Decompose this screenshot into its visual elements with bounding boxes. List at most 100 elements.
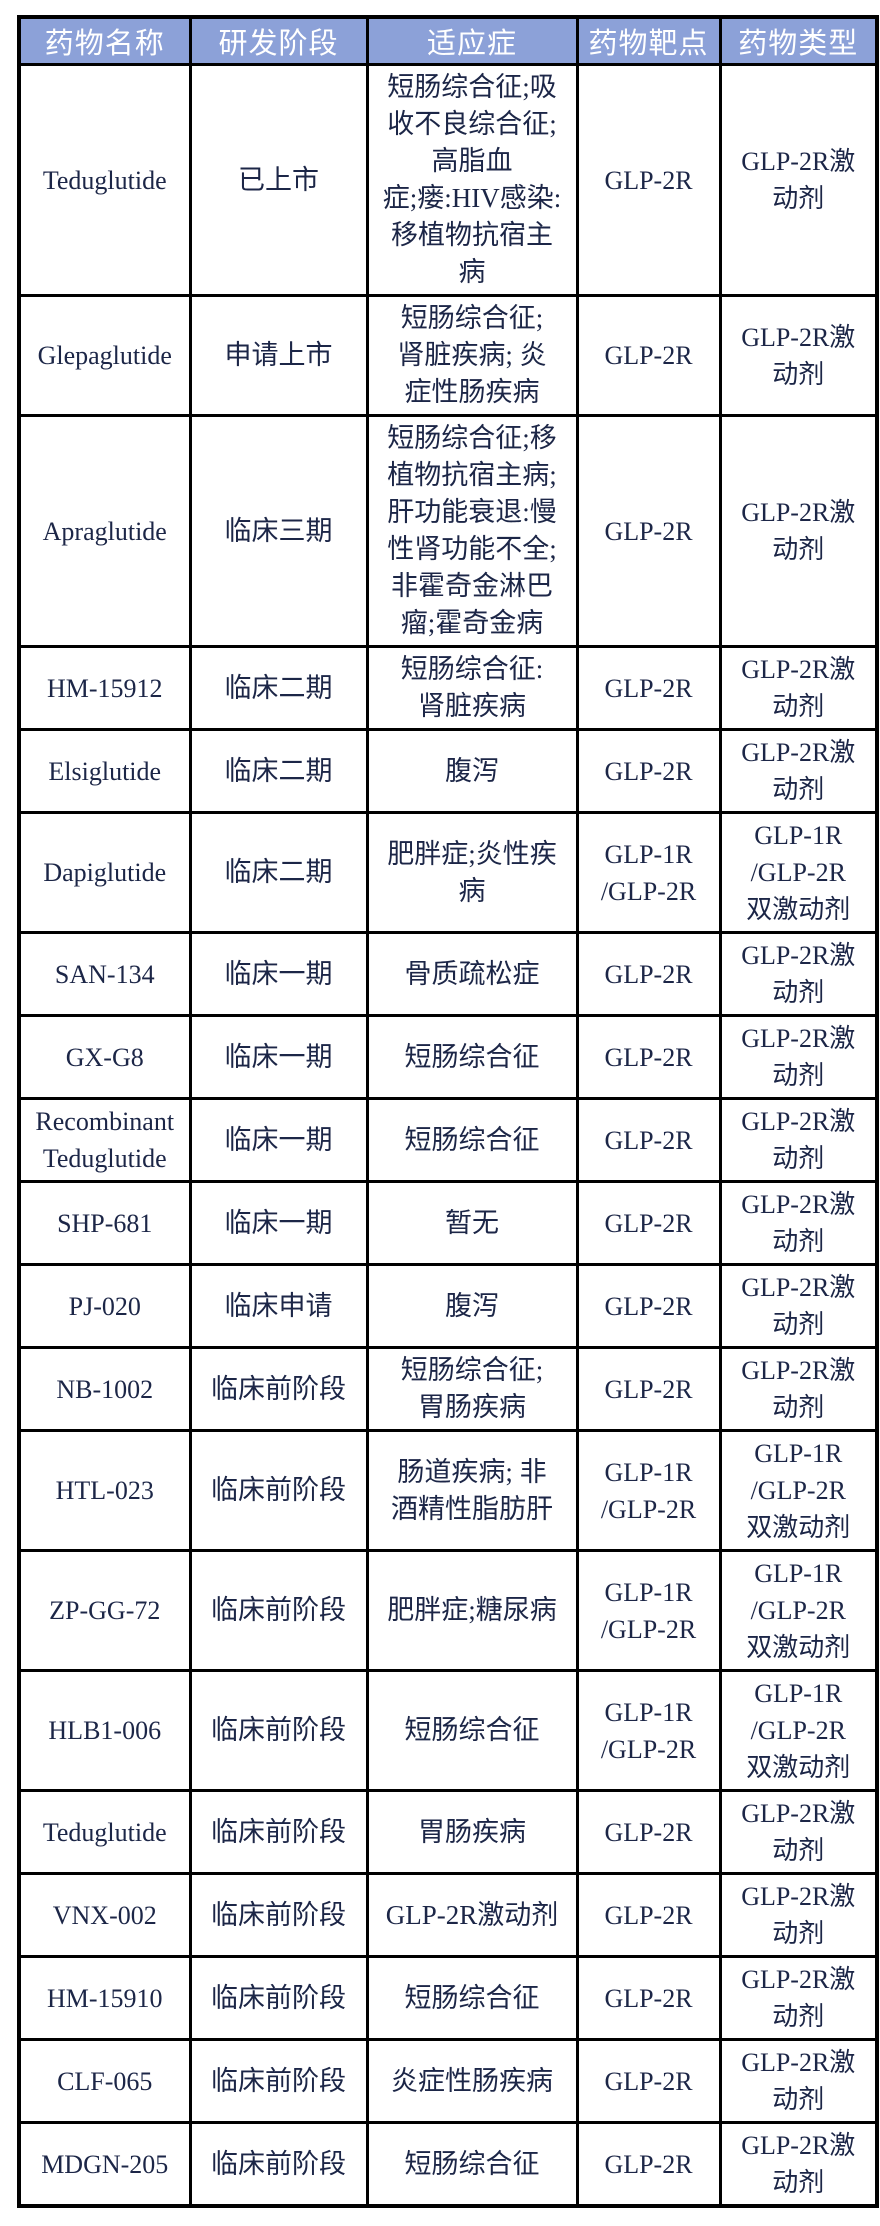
target-cell: GLP-2R xyxy=(575,294,722,417)
stage-cell: 申请上市 xyxy=(188,294,369,417)
target-cell: GLP-2R xyxy=(575,1955,722,2041)
stage-cell: 临床前阶段 xyxy=(188,2121,369,2208)
target-cell: GLP-2R xyxy=(575,1263,722,1349)
drug-name-cell: HM-15910 xyxy=(17,1955,192,2041)
drug-name-cell: ZP-GG-72 xyxy=(17,1549,192,1672)
target-cell: GLP-2R xyxy=(575,645,722,731)
indications-cell: 短肠综合征 xyxy=(365,1669,579,1792)
type-cell: GLP-2R激 动剂 xyxy=(718,63,879,297)
indications-cell: 短肠综合征;吸 收不良综合征; 高脂血 症;瘘:HIV感染: 移植物抗宿主 病 xyxy=(365,63,579,297)
drug-name-cell: HM-15912 xyxy=(17,645,192,731)
type-cell: GLP-2R激 动剂 xyxy=(718,1180,879,1266)
column-header-stage: 研发阶段 xyxy=(188,15,369,66)
type-cell: GLP-2R激 动剂 xyxy=(718,2121,879,2208)
drug-pipeline-table: 药物名称 研发阶段 适应症 药物靶点 药物类型 Teduglutide 已上市 短肠综合… xyxy=(17,15,879,2208)
table-row: HTL-023 临床前阶段 肠道疾病; 非 酒精性脂肪肝 GLP-1R /GLP… xyxy=(17,1429,879,1552)
indications-cell: 短肠综合征 xyxy=(365,1097,579,1183)
table-row: HM-15912 临床二期 短肠综合征: 肾脏疾病 GLP-2R GLP-2R激… xyxy=(17,645,879,731)
indications-cell: 短肠综合征 xyxy=(365,2121,579,2208)
target-cell: GLP-2R xyxy=(575,2121,722,2208)
indications-cell: 炎症性肠疾病 xyxy=(365,2038,579,2124)
indications-cell: 腹泻 xyxy=(365,728,579,814)
stage-cell: 临床二期 xyxy=(188,811,369,934)
target-cell: GLP-1R /GLP-2R xyxy=(575,1429,722,1552)
indications-cell: 骨质疏松症 xyxy=(365,931,579,1017)
indications-cell: 暂无 xyxy=(365,1180,579,1266)
stage-cell: 临床三期 xyxy=(188,414,369,648)
indications-cell: 肥胖症;糖尿病 xyxy=(365,1549,579,1672)
stage-cell: 临床二期 xyxy=(188,728,369,814)
target-cell: GLP-2R xyxy=(575,1346,722,1432)
table-row: NB-1002 临床前阶段 短肠综合征; 胃肠疾病 GLP-2R GLP-2R激… xyxy=(17,1346,879,1432)
drug-name-cell: Dapiglutide xyxy=(17,811,192,934)
type-cell: GLP-2R激 动剂 xyxy=(718,1346,879,1432)
stage-cell: 临床前阶段 xyxy=(188,1549,369,1672)
column-header-indications: 适应症 xyxy=(365,15,579,66)
drug-name-cell: SAN-134 xyxy=(17,931,192,1017)
drug-name-cell: SHP-681 xyxy=(17,1180,192,1266)
indications-cell: 短肠综合征; 胃肠疾病 xyxy=(365,1346,579,1432)
stage-cell: 临床申请 xyxy=(188,1263,369,1349)
drug-name-cell: Teduglutide xyxy=(17,63,192,297)
table-row: CLF-065 临床前阶段 炎症性肠疾病 GLP-2R GLP-2R激 动剂 xyxy=(17,2038,879,2124)
indications-cell: GLP-2R激动剂 xyxy=(365,1872,579,1958)
stage-cell: 临床前阶段 xyxy=(188,1346,369,1432)
table-row: HM-15910 临床前阶段 短肠综合征 GLP-2R GLP-2R激 动剂 xyxy=(17,1955,879,2041)
target-cell: GLP-2R xyxy=(575,728,722,814)
target-cell: GLP-1R /GLP-2R xyxy=(575,1549,722,1672)
indications-cell: 肠道疾病; 非 酒精性脂肪肝 xyxy=(365,1429,579,1552)
type-cell: GLP-2R激 动剂 xyxy=(718,2038,879,2124)
table-row: Teduglutide 临床前阶段 胃肠疾病 GLP-2R GLP-2R激 动剂 xyxy=(17,1789,879,1875)
table-header-row: 药物名称 研发阶段 适应症 药物靶点 药物类型 xyxy=(17,15,879,66)
target-cell: GLP-2R xyxy=(575,1872,722,1958)
type-cell: GLP-2R激 动剂 xyxy=(718,1263,879,1349)
type-cell: GLP-1R /GLP-2R 双激动剂 xyxy=(718,1549,879,1672)
type-cell: GLP-1R /GLP-2R 双激动剂 xyxy=(718,1669,879,1792)
drug-name-cell: HTL-023 xyxy=(17,1429,192,1552)
stage-cell: 临床前阶段 xyxy=(188,1669,369,1792)
stage-cell: 临床前阶段 xyxy=(188,1429,369,1552)
stage-cell: 临床一期 xyxy=(188,1180,369,1266)
target-cell: GLP-2R xyxy=(575,1789,722,1875)
table-row: PJ-020 临床申请 腹泻 GLP-2R GLP-2R激 动剂 xyxy=(17,1263,879,1349)
drug-name-cell: MDGN-205 xyxy=(17,2121,192,2208)
type-cell: GLP-1R /GLP-2R 双激动剂 xyxy=(718,1429,879,1552)
indications-cell: 短肠综合征 xyxy=(365,1955,579,2041)
table-row: SHP-681 临床一期 暂无 GLP-2R GLP-2R激 动剂 xyxy=(17,1180,879,1266)
target-cell: GLP-1R /GLP-2R xyxy=(575,1669,722,1792)
target-cell: GLP-1R /GLP-2R xyxy=(575,811,722,934)
indications-cell: 短肠综合征;移 植物抗宿主病; 肝功能衰退:慢 性肾功能不全; 非霍奇金淋巴 瘤… xyxy=(365,414,579,648)
table-row: Apraglutide 临床三期 短肠综合征;移 植物抗宿主病; 肝功能衰退:慢… xyxy=(17,414,879,648)
stage-cell: 临床前阶段 xyxy=(188,1872,369,1958)
table-row: GX-G8 临床一期 短肠综合征 GLP-2R GLP-2R激 动剂 xyxy=(17,1014,879,1100)
type-cell: GLP-2R激 动剂 xyxy=(718,414,879,648)
drug-name-cell: VNX-002 xyxy=(17,1872,192,1958)
drug-name-cell: Elsiglutide xyxy=(17,728,192,814)
target-cell: GLP-2R xyxy=(575,1097,722,1183)
indications-cell: 胃肠疾病 xyxy=(365,1789,579,1875)
type-cell: GLP-2R激 动剂 xyxy=(718,1955,879,2041)
drug-name-cell: CLF-065 xyxy=(17,2038,192,2124)
table-row: ZP-GG-72 临床前阶段 肥胖症;糖尿病 GLP-1R /GLP-2R GL… xyxy=(17,1549,879,1672)
target-cell: GLP-2R xyxy=(575,414,722,648)
target-cell: GLP-2R xyxy=(575,1014,722,1100)
indications-cell: 肥胖症;炎性疾 病 xyxy=(365,811,579,934)
target-cell: GLP-2R xyxy=(575,931,722,1017)
drug-name-cell: NB-1002 xyxy=(17,1346,192,1432)
stage-cell: 临床一期 xyxy=(188,1097,369,1183)
type-cell: GLP-1R /GLP-2R 双激动剂 xyxy=(718,811,879,934)
table-row: HLB1-006 临床前阶段 短肠综合征 GLP-1R /GLP-2R GLP-… xyxy=(17,1669,879,1792)
stage-cell: 临床一期 xyxy=(188,1014,369,1100)
target-cell: GLP-2R xyxy=(575,2038,722,2124)
stage-cell: 临床一期 xyxy=(188,931,369,1017)
stage-cell: 临床前阶段 xyxy=(188,1955,369,2041)
drug-name-cell: Teduglutide xyxy=(17,1789,192,1875)
drug-name-cell: GX-G8 xyxy=(17,1014,192,1100)
stage-cell: 已上市 xyxy=(188,63,369,297)
column-header-target: 药物靶点 xyxy=(575,15,722,66)
drug-name-cell: HLB1-006 xyxy=(17,1669,192,1792)
table-row: MDGN-205 临床前阶段 短肠综合征 GLP-2R GLP-2R激 动剂 xyxy=(17,2121,879,2208)
table-row: VNX-002 临床前阶段 GLP-2R激动剂 GLP-2R GLP-2R激 动… xyxy=(17,1872,879,1958)
type-cell: GLP-2R激 动剂 xyxy=(718,1789,879,1875)
